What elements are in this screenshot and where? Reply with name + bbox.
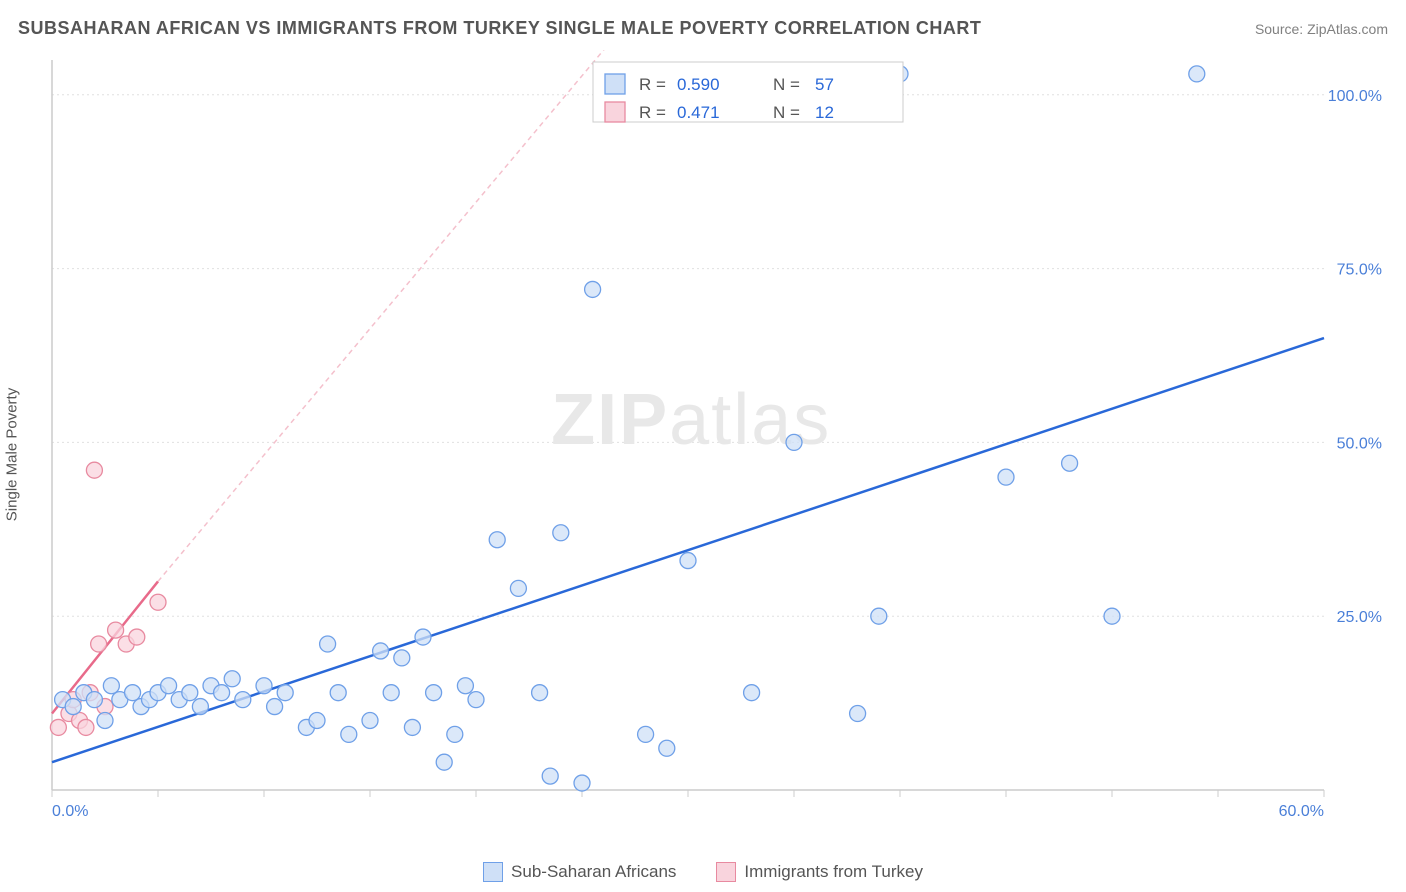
svg-text:0.0%: 0.0% — [52, 803, 88, 820]
source-label: Source: ZipAtlas.com — [1255, 21, 1388, 37]
svg-text:R =: R = — [639, 75, 666, 94]
svg-text:75.0%: 75.0% — [1337, 262, 1382, 279]
svg-text:12: 12 — [815, 103, 834, 122]
chart-header: SUBSAHARAN AFRICAN VS IMMIGRANTS FROM TU… — [18, 18, 1388, 39]
legend-label-blue: Sub-Saharan Africans — [511, 862, 676, 882]
svg-text:50.0%: 50.0% — [1337, 435, 1382, 452]
y-axis-label: Single Male Poverty — [4, 388, 21, 521]
legend-swatch-blue — [483, 862, 503, 882]
legend-swatch-pink — [716, 862, 736, 882]
scatter-plot: 25.0%50.0%75.0%100.0%ZIPatlas0.0%60.0%R … — [48, 50, 1388, 838]
svg-text:100.0%: 100.0% — [1328, 88, 1382, 105]
svg-text:60.0%: 60.0% — [1279, 803, 1324, 820]
legend-label-pink: Immigrants from Turkey — [744, 862, 923, 882]
chart-title: SUBSAHARAN AFRICAN VS IMMIGRANTS FROM TU… — [18, 18, 981, 39]
svg-text:57: 57 — [815, 75, 834, 94]
svg-text:R =: R = — [639, 103, 666, 122]
svg-text:N =: N = — [773, 75, 800, 94]
legend-item-blue: Sub-Saharan Africans — [483, 862, 676, 882]
svg-text:25.0%: 25.0% — [1337, 609, 1382, 626]
svg-text:0.471: 0.471 — [677, 103, 720, 122]
legend-item-pink: Immigrants from Turkey — [716, 862, 923, 882]
plot-area: 25.0%50.0%75.0%100.0%ZIPatlas0.0%60.0%R … — [48, 50, 1388, 838]
bottom-legend: Sub-Saharan Africans Immigrants from Tur… — [0, 862, 1406, 882]
svg-text:N =: N = — [773, 103, 800, 122]
svg-text:0.590: 0.590 — [677, 75, 720, 94]
